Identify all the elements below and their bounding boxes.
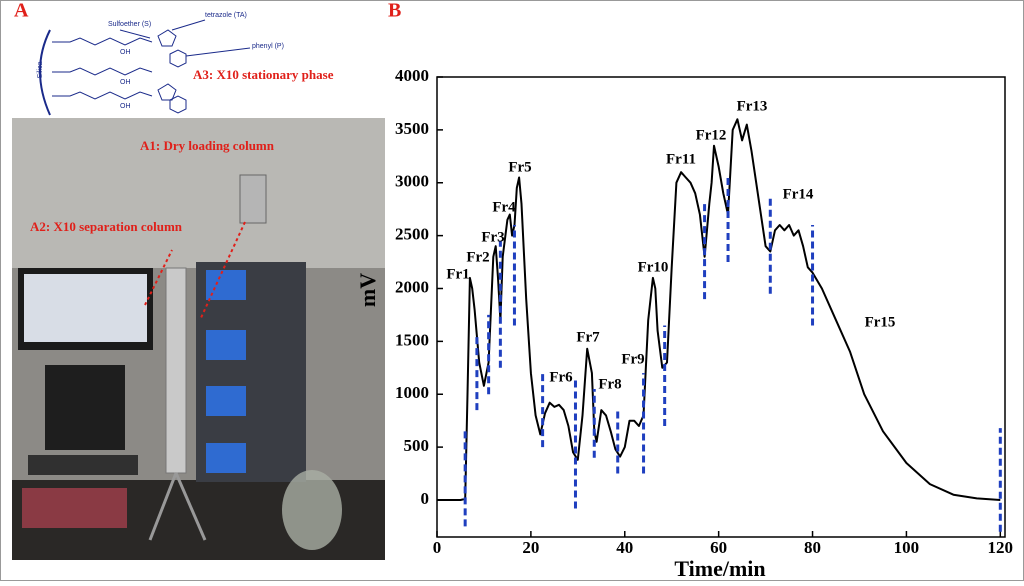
- y-tick-label: 0: [421, 489, 430, 508]
- panel-label: A: [14, 0, 29, 22]
- fraction-label: Fr8: [598, 376, 621, 392]
- y-tick-label: 3000: [395, 172, 429, 191]
- fraction-label: Fr3: [481, 229, 504, 245]
- y-tick-label: 4000: [395, 66, 429, 85]
- x-axis-label: Time/min: [674, 556, 765, 581]
- y-tick-label: 1000: [395, 383, 429, 402]
- fraction-label: Fr12: [696, 127, 727, 143]
- x-tick-label: 60: [710, 538, 727, 557]
- structure-label: OH: [120, 103, 131, 110]
- fraction-label: Fr4: [492, 199, 516, 215]
- silica-surface: [39, 29, 51, 116]
- y-tick-label: 2000: [395, 277, 429, 296]
- fraction-label: Fr15: [865, 314, 896, 330]
- y-tick-label: 3500: [395, 119, 429, 138]
- y-tick-label: 1500: [395, 330, 429, 349]
- x-tick-label: 100: [894, 538, 920, 557]
- fraction-label: Fr2: [466, 249, 489, 265]
- fraction-label: Fr1: [446, 266, 469, 282]
- photo: [12, 118, 385, 560]
- y-tick-label: 2500: [395, 225, 429, 244]
- panel-label: B: [388, 0, 401, 22]
- plot-frame: [436, 76, 1006, 538]
- x-tick-label: 20: [522, 538, 539, 557]
- structure-label: tetrazole (TA): [205, 12, 247, 19]
- fraction-label: Fr6: [549, 369, 573, 385]
- x-tick-label: 40: [616, 538, 633, 557]
- y-tick-label: 500: [404, 436, 430, 455]
- panel-b: B Time/min mV: [355, 0, 766, 581]
- fraction-label: Fr13: [737, 98, 768, 114]
- separation-label: A2: X10 separation column: [30, 219, 183, 234]
- fraction-label: Fr14: [783, 186, 814, 202]
- structure-label: OH: [120, 49, 131, 56]
- dry-loading-label: A1: Dry loading column: [140, 138, 275, 153]
- structure-label: OH: [120, 79, 131, 86]
- y-axis-label: mV: [355, 273, 380, 307]
- structure-label: phenyl (P): [252, 43, 284, 50]
- structure-bonds: [52, 19, 251, 114]
- structure-label: Sulfoether (S): [108, 21, 151, 28]
- fraction-label: Fr11: [666, 151, 696, 167]
- x-tick-label: 0: [433, 538, 442, 557]
- panel-a: A Sulfoether (S) tetrazole (TA) phenyl (…: [12, 0, 385, 560]
- fraction-label: Fr5: [508, 159, 531, 175]
- x-tick-label: 80: [804, 538, 821, 557]
- fraction-label: Fr10: [638, 259, 669, 275]
- x-tick-label: 120: [988, 538, 1014, 557]
- fraction-label: Fr9: [621, 351, 644, 367]
- stationary-phase-label: A3: X10 stationary phase: [193, 67, 334, 82]
- structure-label: Silica: [37, 62, 44, 79]
- fraction-label: Fr7: [576, 329, 600, 345]
